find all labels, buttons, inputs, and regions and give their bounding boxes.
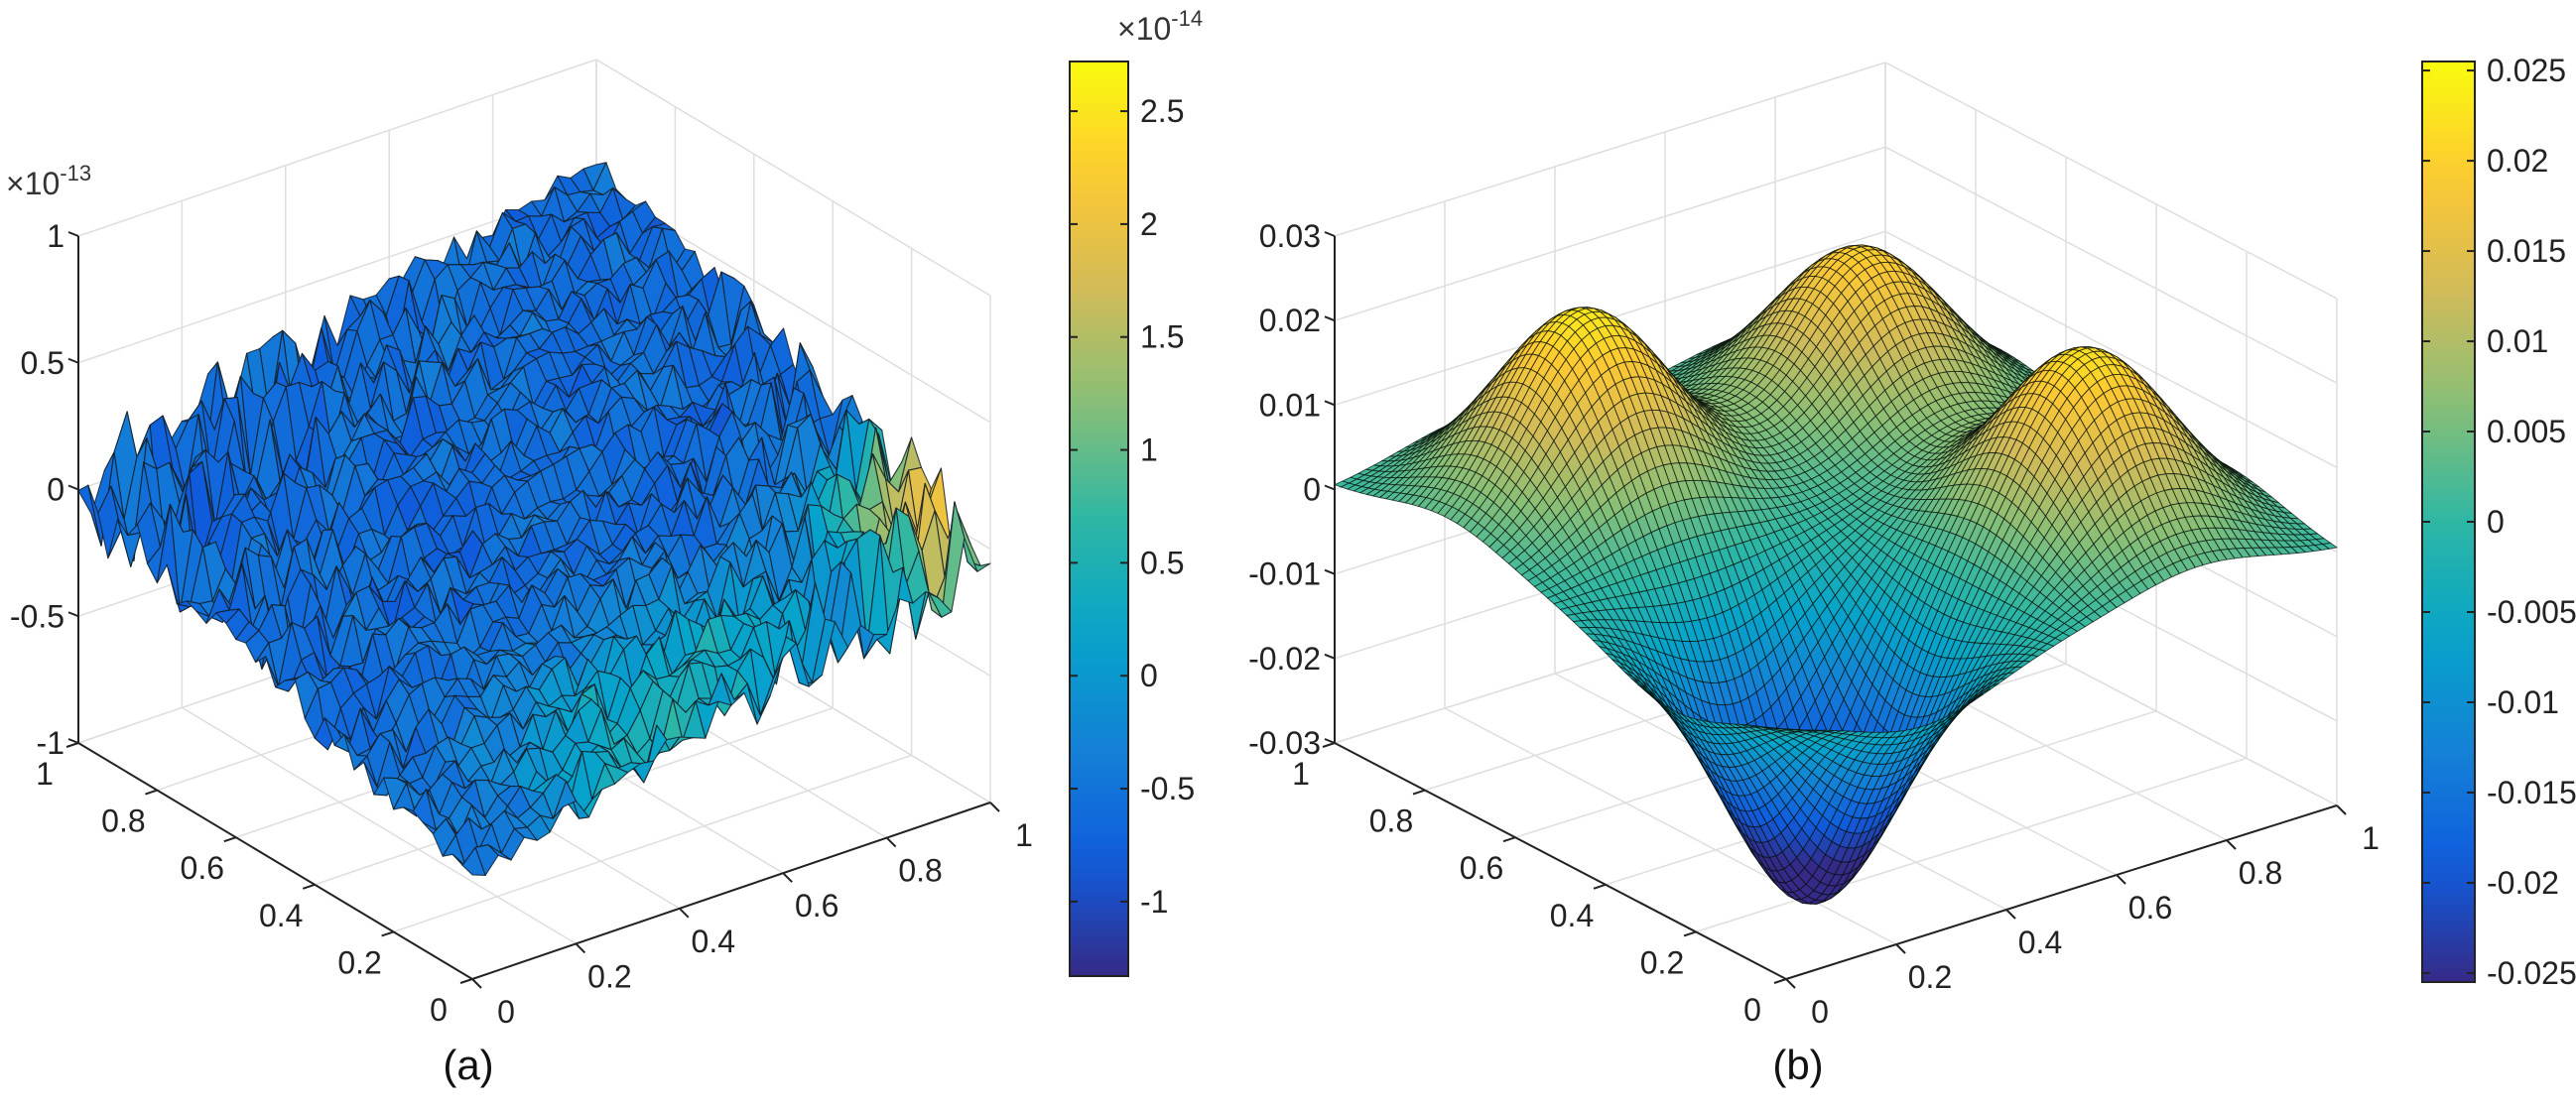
multiplier-base: 10	[1136, 11, 1172, 47]
multiplier-base: 10	[25, 166, 61, 201]
y-tick-label: 0.2	[337, 944, 381, 980]
colorbar-multiplier-label: ×10-14	[1117, 6, 1203, 47]
colorbar-tick-label: 1.5	[1140, 319, 1184, 355]
x-tick-label: 0.2	[587, 958, 631, 994]
z-tick	[67, 611, 79, 618]
surface-plot-b: -0.03-0.02-0.0100.010.020.0300.20.40.60.…	[1248, 53, 2576, 1088]
grid-line	[595, 59, 991, 297]
z-tick-label: -1	[37, 725, 64, 761]
surface-plot-a: -1-0.500.5100.20.40.60.8100.20.40.60.81×…	[6, 6, 1203, 1088]
subfigure-caption: (a)	[443, 1042, 493, 1088]
y-tick-label: 0.8	[101, 803, 145, 839]
z-tick	[67, 738, 79, 744]
y-tick	[145, 789, 158, 796]
y-tick	[459, 978, 473, 984]
colorbar-tick-label: 0.5	[1140, 545, 1184, 580]
surface	[1334, 244, 2338, 905]
grid-line	[182, 706, 577, 945]
x-tick	[989, 802, 1000, 812]
grid-line	[1884, 230, 2338, 468]
z-tick	[67, 357, 79, 364]
colorbar-tick-label: 2	[1140, 206, 1158, 242]
colorbar: -1 -0.5 0 0.5 1 1.5 2 2.5 ×10-14	[1069, 6, 1203, 977]
grid-line	[77, 59, 597, 237]
grid-line	[1884, 62, 2338, 300]
x-tick-label: 0	[497, 994, 515, 1030]
grid-line	[1444, 707, 1897, 945]
times-sign: ×	[1117, 11, 1136, 47]
z-tick-label: 1	[47, 218, 64, 254]
x-tick	[471, 978, 482, 989]
z-multiplier-label: ×10-13	[6, 161, 91, 201]
grid-line	[1695, 757, 2248, 933]
z-tick-label: -0.5	[10, 598, 64, 634]
z-tick-label: 0.5	[21, 345, 64, 381]
colorbar-tick-label: 0	[1140, 658, 1158, 693]
grid-line	[393, 754, 912, 933]
x-axis-line	[471, 802, 991, 980]
y-tick	[381, 930, 394, 937]
x-tick-label: 0.8	[898, 853, 942, 889]
x-tick-label: 1	[1015, 817, 1033, 853]
colorbar-tick-label: -0.5	[1140, 771, 1195, 806]
y-tick-label: 0.6	[181, 850, 224, 886]
surface-face	[461, 846, 486, 877]
y-tick	[65, 742, 79, 748]
x-tick	[782, 872, 793, 883]
times-sign: ×	[6, 166, 25, 201]
x-tick	[679, 908, 690, 919]
y-tick-label: 1	[36, 756, 54, 792]
x-tick	[885, 836, 897, 848]
y-tick	[223, 836, 237, 843]
colorbar-gradient	[1069, 61, 1129, 977]
grid-line	[1884, 146, 2338, 384]
y-tick-label: 0.4	[259, 898, 303, 933]
y-tick-label: 0	[430, 992, 448, 1028]
colorbar-tick-label: 2.5	[1140, 93, 1184, 129]
colorbar-tick-label: -1	[1140, 884, 1168, 920]
multiplier-exponent: -13	[60, 161, 91, 185]
x-tick	[575, 942, 586, 954]
grid-line	[1334, 146, 1886, 321]
surface	[77, 162, 991, 877]
z-tick	[67, 231, 79, 237]
y-tick	[302, 883, 316, 890]
z-tick	[67, 484, 79, 491]
y-axis-line	[77, 742, 473, 980]
x-tick-label: 0.4	[692, 924, 735, 959]
grid-line	[1334, 62, 1886, 237]
colorbar-tick-label: 1	[1140, 432, 1158, 468]
multiplier-exponent: -14	[1171, 6, 1203, 31]
z-tick-label: 0	[47, 472, 64, 508]
x-tick-label: 0.6	[795, 888, 838, 924]
